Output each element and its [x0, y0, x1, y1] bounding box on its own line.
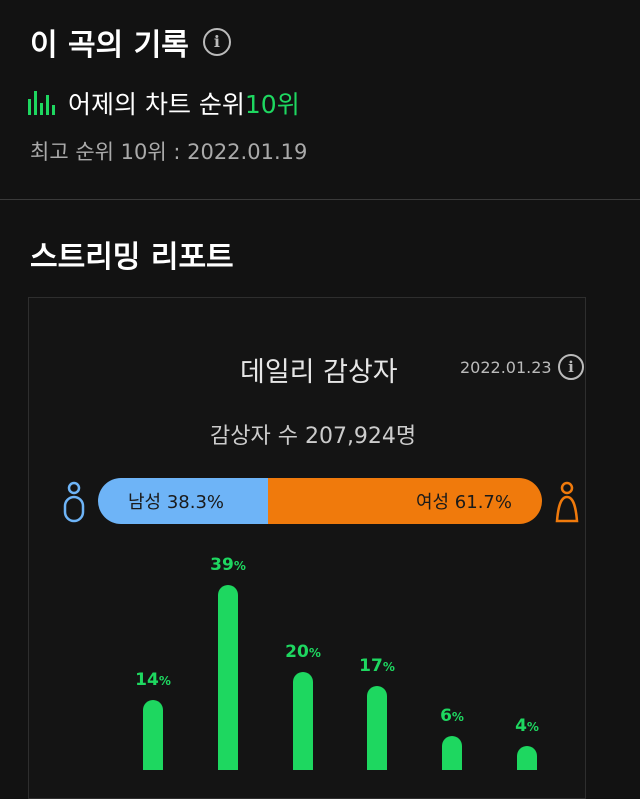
chart-rank-value: 10위	[244, 90, 300, 119]
daily-date: 2022.01.23	[460, 358, 552, 377]
age-bar-label-0: 14%	[135, 669, 171, 690]
daily-title: 데일리 감상자	[240, 357, 398, 388]
female-segment: 여성 61.7%	[268, 478, 542, 524]
age-bar-1	[218, 584, 238, 770]
info-icon[interactable]: i	[202, 28, 231, 56]
male-label: 남성 38.3%	[128, 492, 225, 513]
record-header: 이 곡의 기록 i	[30, 20, 231, 64]
section-divider	[0, 199, 640, 200]
female-icon	[555, 481, 579, 523]
age-bar-4	[442, 736, 462, 770]
record-title: 이 곡의 기록	[30, 28, 189, 63]
daily-info-icon[interactable]: i	[558, 354, 584, 380]
age-bar-label-1: 39%	[210, 554, 246, 575]
listener-count: 감상자 수 207,924명	[210, 424, 417, 449]
age-bar-0	[143, 699, 163, 770]
age-bar-label-2: 20%	[285, 642, 321, 662]
chart-rank: 어제의 차트 순위 10위	[28, 85, 300, 121]
age-bar-label-4: 6%	[440, 706, 464, 727]
age-bar-label-5: 4%	[515, 715, 539, 736]
gender-ratio-bar: 남성 38.3% 여성 61.7%	[98, 478, 542, 524]
female-label: 여성 61.7%	[415, 492, 512, 513]
best-rank: 최고 순위 10위 : 2022.01.19	[30, 140, 308, 164]
chart-bars-icon	[28, 91, 58, 115]
age-bar-3	[367, 685, 387, 770]
age-bar-5	[517, 745, 537, 770]
chart-rank-text: 어제의 차트 순위	[68, 90, 245, 119]
male-segment: 남성 38.3%	[98, 478, 268, 524]
report-title: 스트리밍 리포트	[30, 240, 234, 275]
age-bar-2	[293, 672, 313, 770]
age-bar-label-3: 17%	[359, 655, 395, 676]
male-icon	[63, 481, 85, 523]
